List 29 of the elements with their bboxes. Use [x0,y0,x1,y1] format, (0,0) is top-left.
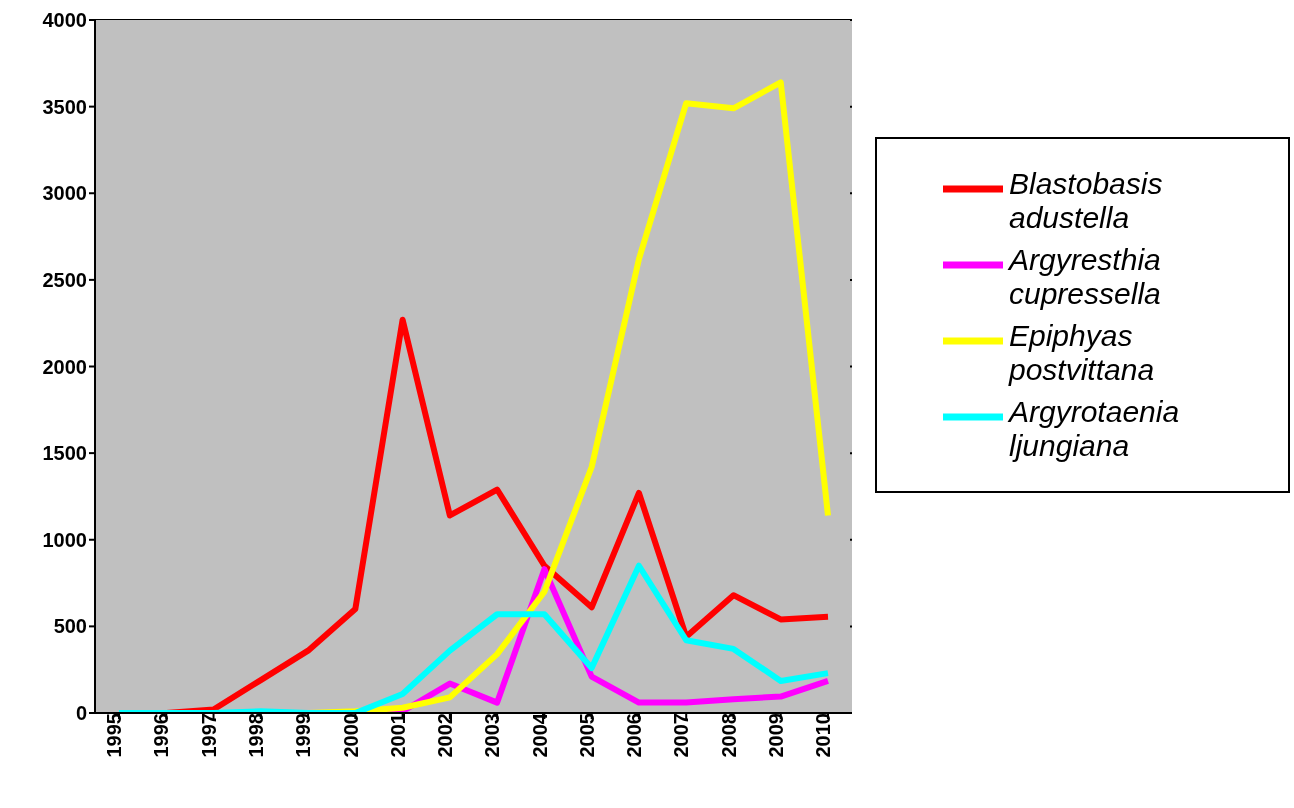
x-tick-label: 2002 [434,713,457,758]
x-tick-label: 2005 [575,713,598,758]
legend-label: Blastobasis adustella [1009,167,1164,235]
x-tick-label: 2000 [339,713,362,758]
y-tick-label: 1500 [42,442,87,465]
y-tick-label: 1000 [42,528,87,551]
y-tick-label: 3000 [42,182,87,205]
y-tick-label: 2500 [42,268,87,291]
y-tick-label: 500 [53,615,87,638]
x-tick-label: 2003 [481,713,504,758]
y-tick-label: 0 [75,702,87,725]
x-tick-label: 2010 [812,713,835,758]
legend-label: Epiphyas postvittana [1009,319,1156,387]
x-tick-label: 2006 [623,713,646,758]
x-tick-label: 2007 [670,713,693,758]
x-tick-label: 2009 [764,713,787,758]
y-tick-label: 3500 [42,95,87,118]
legend-label: Argyrotaenia ljungiana [1009,395,1181,463]
x-tick-label: 1996 [150,713,173,758]
x-tick-label: 2004 [528,712,551,758]
x-tick-label: 1999 [292,713,315,758]
legend-label: Argyresthia cupressella [1009,243,1162,311]
y-tick-label: 2000 [42,355,87,378]
x-tick-label: 2001 [386,713,409,758]
x-tick-label: 1998 [245,713,267,758]
x-tick-label: 2008 [717,713,740,758]
x-tick-label: 1995 [103,713,126,758]
x-tick-label: 1997 [197,713,220,758]
y-tick-label: 4000 [42,9,87,32]
